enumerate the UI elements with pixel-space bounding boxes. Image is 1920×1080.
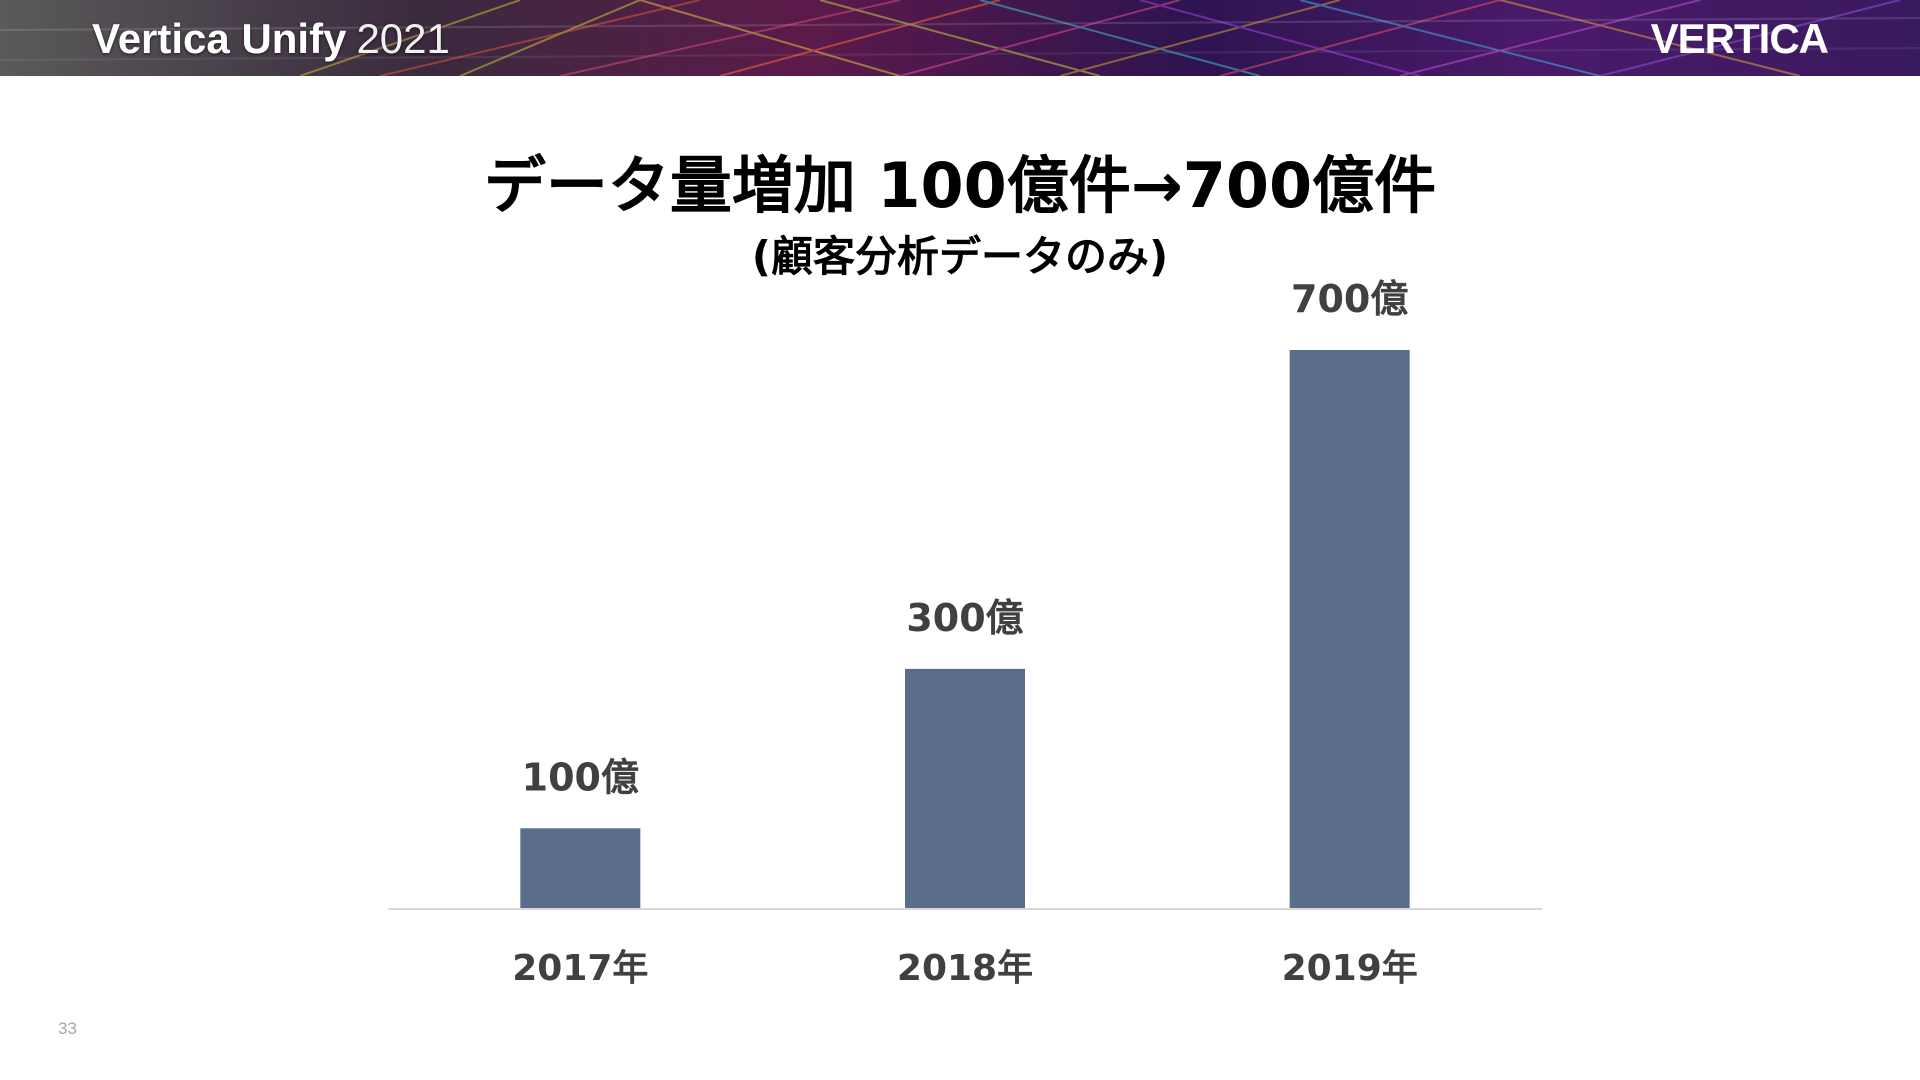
bar-2 (905, 668, 1025, 908)
x-tick-label-3: 2019年 (1282, 948, 1418, 989)
x-tick-label-1: 2017年 (512, 948, 648, 989)
bar-3 (1289, 350, 1410, 908)
data-label-3: 700億 (1291, 277, 1408, 321)
vertica-logo: VERTICA (1650, 15, 1829, 62)
data-label-1: 100億 (522, 755, 639, 799)
event-title: Vertica Unify 2021 (92, 14, 450, 64)
event-year: 2021 (356, 15, 450, 62)
chart-title: データ量増加 100億件→700億件 (483, 149, 1437, 222)
chart-subtitle: (顧客分析データのみ) (751, 232, 1169, 281)
page-number: 33 (58, 1019, 77, 1038)
data-label-2: 300億 (906, 596, 1023, 640)
light-streaks-decoration (0, 0, 1920, 76)
event-name: Vertica Unify (92, 15, 347, 62)
header-banner: Vertica Unify 2021 VERTICA (0, 0, 1920, 76)
x-tick-label-2: 2018年 (897, 948, 1033, 989)
bar-1 (520, 828, 641, 908)
